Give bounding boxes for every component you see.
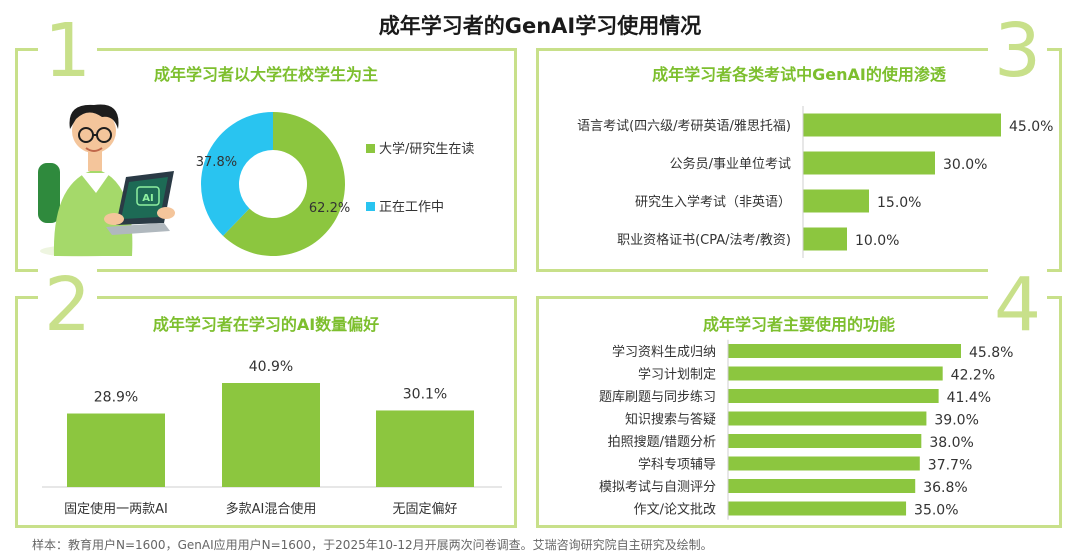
- bar-value-label-2: 41.4%: [947, 390, 991, 406]
- panel-4-title: 成年学习者主要使用的功能: [702, 315, 895, 334]
- category-label-6: 模拟考试与自测评分: [599, 480, 716, 495]
- panel-exam-penetration: 成年学习者各类考试中GenAI的使用渗透 语言考试(四六级/考研英语/雅思托福)…: [536, 48, 1062, 272]
- laptop-screen-text: AI: [142, 193, 153, 204]
- panel-main-functions: 成年学习者主要使用的功能 学习资料生成归纳 45.8% 学习计划制定 42.2% 题库刷…: [536, 296, 1062, 528]
- function-bar-chart: 学习资料生成归纳 45.8% 学习计划制定 42.2% 题库刷题与同步练习 41.4% 知识…: [599, 339, 1013, 520]
- bar-4: [728, 434, 922, 448]
- ai-quantity-bar-chart: 28.9% 固定使用一两款AI 40.9% 多款AI混合使用 30.1% 无固定偏好: [42, 359, 502, 517]
- bar-value-label-0: 45.8%: [969, 345, 1013, 361]
- panel-number-4: 4: [988, 268, 1048, 342]
- panel-2-title: 成年学习者在学习的AI数量偏好: [152, 315, 380, 334]
- bar-7: [728, 501, 907, 516]
- bar-3: [728, 411, 927, 426]
- legend-label-1: 正在工作中: [379, 200, 444, 215]
- legend-swatch-1: [366, 202, 375, 211]
- bar-3: [803, 227, 847, 251]
- panel-student-share: 成年学习者以大学在校学生为主 AI 62.2% 37.8% 大学/研究生在读 正在工…: [15, 48, 517, 272]
- category-label-4: 拍照搜题/错题分析: [608, 435, 716, 450]
- category-label-1: 公务员/事业单位考试: [670, 156, 791, 172]
- student-illustration: AI: [38, 104, 175, 257]
- bar-1: [803, 151, 935, 175]
- bar-1: [222, 383, 320, 487]
- bar-value-label-1: 30.0%: [943, 157, 987, 173]
- bar-2: [376, 410, 474, 487]
- bar-0: [67, 413, 165, 487]
- exam-bar-chart: 语言考试(四六级/考研英语/雅思托福) 45.0% 公务员/事业单位考试 30.0% 研…: [577, 106, 1053, 258]
- bar-0: [728, 344, 961, 358]
- bar-2: [728, 389, 939, 403]
- bar-value-label-4: 38.0%: [929, 435, 973, 451]
- bar-value-label-7: 35.0%: [914, 503, 958, 519]
- panel-1-title: 成年学习者以大学在校学生为主: [153, 65, 378, 84]
- category-label-2: 研究生入学考试（非英语）: [635, 194, 791, 210]
- donut-slice-label-1: 37.8%: [196, 155, 237, 170]
- bar-5: [728, 456, 920, 471]
- bar-value-label-3: 10.0%: [855, 233, 899, 249]
- bar-2: [803, 189, 869, 213]
- bar-value-label-2: 15.0%: [877, 195, 921, 211]
- bar-0: [803, 113, 1001, 137]
- bar-value-label-1: 42.2%: [951, 368, 995, 384]
- panel-number-1: 1: [38, 14, 98, 88]
- category-label-5: 学科专项辅导: [638, 457, 716, 473]
- bar-value-label-1: 40.9%: [249, 359, 293, 375]
- category-label-2: 无固定偏好: [392, 502, 457, 517]
- bar-value-label-2: 30.1%: [403, 386, 447, 402]
- category-label-3: 知识搜索与答疑: [625, 412, 716, 428]
- bar-1: [728, 366, 943, 381]
- donut-slice-label-0: 62.2%: [309, 201, 350, 216]
- bar-value-label-0: 45.0%: [1009, 119, 1053, 135]
- bar-6: [728, 479, 916, 493]
- donut-slice-0: [223, 112, 346, 257]
- bar-value-label-5: 37.7%: [928, 458, 972, 474]
- category-label-1: 学习计划制定: [638, 367, 716, 383]
- category-label-2: 题库刷题与同步练习: [599, 389, 716, 405]
- category-label-0: 固定使用一两款AI: [64, 501, 168, 517]
- category-label-3: 职业资格证书(CPA/法考/教资): [617, 232, 791, 248]
- category-label-7: 作文/论文批改: [634, 503, 716, 518]
- panel-number-3: 3: [988, 14, 1048, 88]
- donut-slice-1: [201, 112, 273, 236]
- bar-value-label-6: 36.8%: [923, 480, 967, 496]
- page-title: 成年学习者的GenAI学习使用情况: [378, 14, 702, 38]
- category-label-1: 多款AI混合使用: [226, 501, 317, 517]
- source-footnote: 样本：教育用户N=1600，GenAI应用用户N=1600，于2025年10-1…: [32, 538, 713, 552]
- bar-value-label-0: 28.9%: [94, 390, 138, 406]
- legend-swatch-0: [366, 144, 375, 153]
- bar-value-label-3: 39.0%: [934, 413, 978, 429]
- category-label-0: 语言考试(四六级/考研英语/雅思托福): [577, 119, 791, 134]
- panel-3-title: 成年学习者各类考试中GenAI的使用渗透: [652, 65, 946, 84]
- legend-label-0: 大学/研究生在读: [379, 141, 474, 157]
- category-label-0: 学习资料生成归纳: [612, 344, 716, 360]
- panel-number-2: 2: [38, 268, 98, 342]
- panel-ai-quantity: 成年学习者在学习的AI数量偏好 28.9% 固定使用一两款AI 40.9% 多款AI混…: [15, 296, 517, 528]
